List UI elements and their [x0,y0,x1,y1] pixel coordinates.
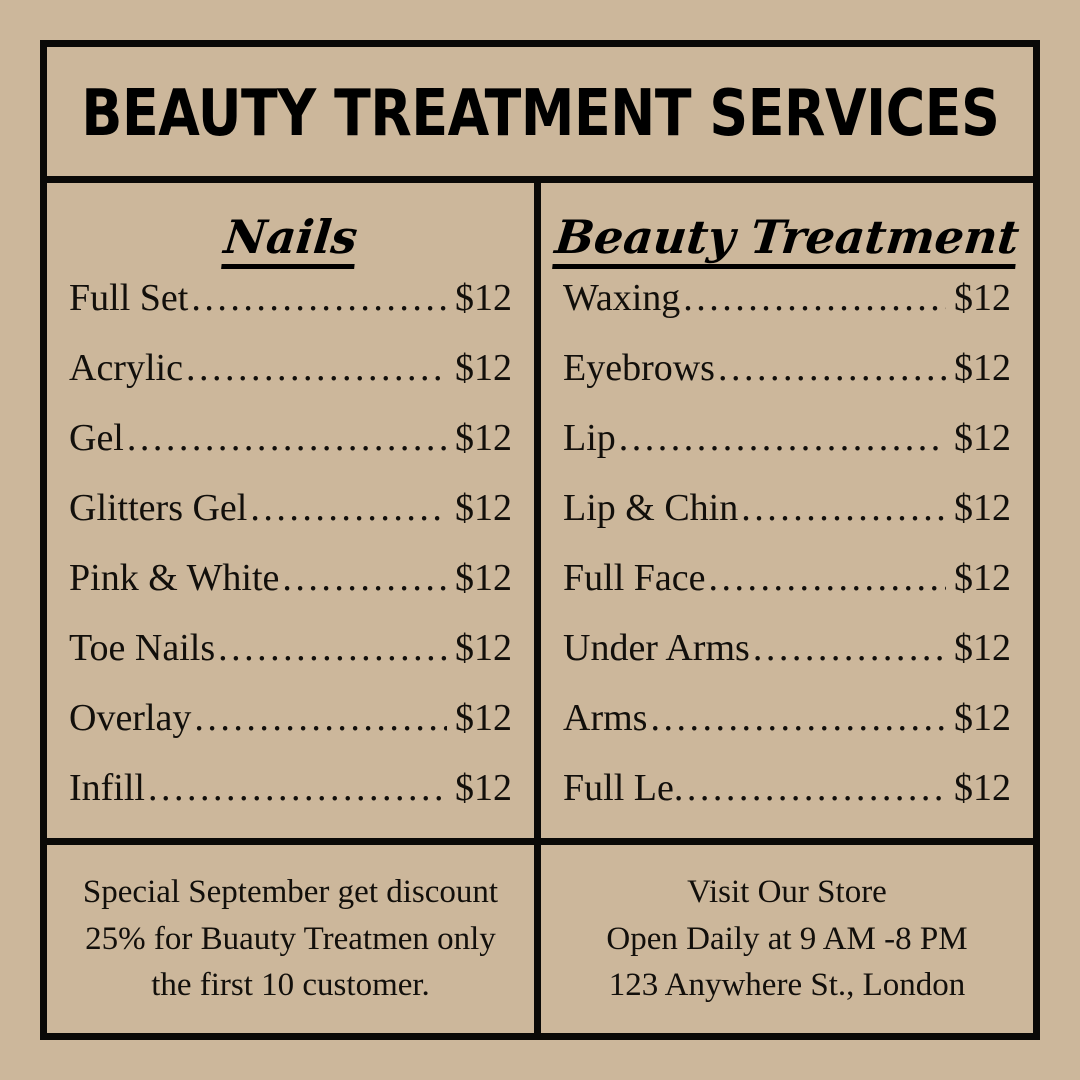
footer-promo-line: the first 10 customer. [151,967,430,1004]
service-price: $12 [455,629,512,669]
list-item: Full Face .................... $12 [563,559,1011,629]
service-price: $12 [455,419,512,459]
service-price: $12 [455,559,512,599]
section-heading-nails: Nails [69,197,512,269]
list-item: Infill ............................. $12 [69,769,512,839]
service-name: Toe Nails [69,629,216,669]
service-name: Infill [69,769,145,809]
service-price: $12 [954,279,1011,319]
service-name: Full Le [563,769,674,809]
dot-leader: ................. [741,489,946,527]
title-band: BEAUTY TREATMENT SERVICES [47,47,1033,183]
footer-store-line: 123 Anywhere St., London [608,967,966,1004]
dot-leader: .................... [708,559,946,597]
dot-leader: ............................. [147,769,447,807]
service-price: $12 [455,699,512,739]
footer: Special September get discount 25% for B… [47,845,1033,1033]
poster-frame: BEAUTY TREATMENT SERVICES Nails Full Set… [40,40,1040,1040]
dot-leader: ...................... [683,279,946,317]
dot-leader: .............................. [618,419,946,457]
dot-leader: .................... [218,629,447,667]
service-name: Waxing [563,279,681,319]
dot-leader: ............................... [126,419,447,457]
list-item: Glitters Gel .................. $12 [69,489,512,559]
services-column-beauty-treatment: Beauty Treatment Waxing ................… [541,183,1033,838]
section-heading-label: Nails [221,210,360,269]
dot-leader: ......................... [185,349,447,387]
list-item: Toe Nails .................... $12 [69,629,512,699]
service-price: $12 [954,349,1011,389]
service-name: Eyebrows [563,349,715,389]
list-item: Eyebrows .................... $12 [563,349,1011,419]
dot-leader: ...................... [194,699,447,737]
list-item: Waxing ...................... $12 [563,279,1011,349]
service-price: $12 [455,769,512,809]
dot-leader: ............. [282,559,447,597]
footer-store-line: Open Daily at 9 AM -8 PM [606,920,968,957]
dot-leader: ....................... [191,279,447,317]
service-name: Arms [563,699,648,739]
service-name: Overlay [69,699,192,739]
list-item: Gel ............................... $12 [69,419,512,489]
list-item: Overlay ...................... $12 [69,699,512,769]
list-item: Pink & White ............. $12 [69,559,512,629]
service-price: $12 [954,699,1011,739]
services-column-nails: Nails Full Set ....................... $… [47,183,541,838]
service-price: $12 [954,489,1011,529]
list-item: Full Set ....................... $12 [69,279,512,349]
list-item: Acrylic ......................... $12 [69,349,512,419]
price-list-beauty-treatment: Waxing ...................... $12 Eyebro… [563,279,1011,839]
page-title: BEAUTY TREATMENT SERVICES [81,76,999,151]
service-price: $12 [954,629,1011,669]
list-item: Full Le ........................ $12 [563,769,1011,839]
service-name: Lip & Chin [563,489,739,529]
footer-promo-line: Special September get discount [82,873,499,910]
list-item: Arms ........................... $12 [563,699,1011,769]
service-name: Pink & White [69,559,280,599]
service-price: $12 [455,489,512,529]
list-item: Under Arms ............... $12 [563,629,1011,699]
service-name: Full Set [69,279,189,319]
services-body: Nails Full Set ....................... $… [47,183,1033,845]
footer-store-info: Visit Our Store Open Daily at 9 AM -8 PM… [541,845,1033,1033]
dot-leader: ............... [752,629,946,667]
dot-leader: .................... [717,349,946,387]
service-name: Lip [563,419,616,459]
footer-promo: Special September get discount 25% for B… [47,845,541,1033]
service-name: Acrylic [69,349,183,389]
service-name: Glitters Gel [69,489,248,529]
list-item: Lip & Chin ................. $12 [563,489,1011,559]
service-price: $12 [455,279,512,319]
service-price: $12 [954,769,1011,809]
dot-leader: ........................ [673,769,946,807]
footer-promo-line: 25% for Buauty Treatmen only [85,920,496,957]
list-item: Lip .............................. $12 [563,419,1011,489]
footer-store-line: Visit Our Store [687,873,887,910]
service-price: $12 [954,559,1011,599]
service-name: Full Face [563,559,706,599]
section-heading-beauty-treatment: Beauty Treatment [552,197,1022,269]
dot-leader: ........................... [650,699,946,737]
dot-leader: .................. [250,489,447,527]
service-name: Under Arms [563,629,750,669]
service-name: Gel [69,419,124,459]
price-list-nails: Full Set ....................... $12 Acr… [69,279,512,839]
service-price: $12 [455,349,512,389]
section-heading-label: Beauty Treatment [552,210,1022,269]
service-price: $12 [954,419,1011,459]
